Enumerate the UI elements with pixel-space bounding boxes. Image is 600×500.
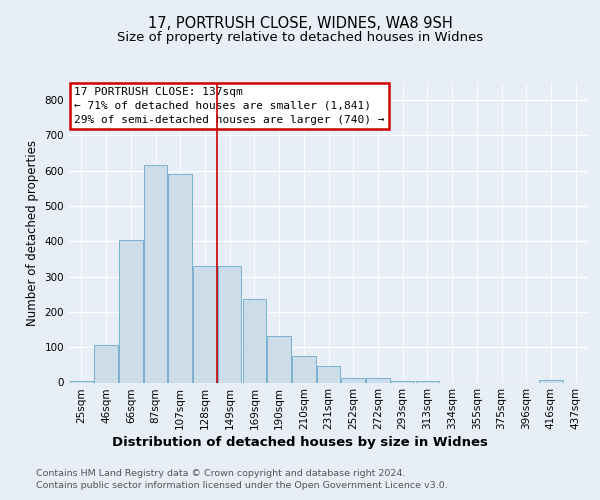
Text: 17 PORTRUSH CLOSE: 137sqm
← 71% of detached houses are smaller (1,841)
29% of se: 17 PORTRUSH CLOSE: 137sqm ← 71% of detac…	[74, 87, 385, 125]
Text: 17, PORTRUSH CLOSE, WIDNES, WA8 9SH: 17, PORTRUSH CLOSE, WIDNES, WA8 9SH	[148, 16, 452, 31]
Bar	[193, 266, 217, 382]
Bar	[242, 299, 266, 382]
Bar	[169, 174, 192, 382]
Bar	[94, 346, 118, 383]
Text: Size of property relative to detached houses in Widnes: Size of property relative to detached ho…	[117, 30, 483, 44]
Text: Contains HM Land Registry data © Crown copyright and database right 2024.: Contains HM Land Registry data © Crown c…	[36, 469, 406, 478]
Text: Contains public sector information licensed under the Open Government Licence v3: Contains public sector information licen…	[36, 480, 448, 490]
Bar	[539, 380, 563, 382]
Bar	[341, 378, 365, 382]
Bar	[366, 378, 389, 382]
Bar	[119, 240, 143, 382]
Y-axis label: Number of detached properties: Number of detached properties	[26, 140, 39, 326]
Bar	[317, 366, 340, 382]
Bar	[268, 336, 291, 382]
Bar	[218, 266, 241, 382]
Text: Distribution of detached houses by size in Widnes: Distribution of detached houses by size …	[112, 436, 488, 449]
Bar	[292, 356, 316, 382]
Bar	[70, 380, 93, 382]
Bar	[144, 166, 167, 382]
